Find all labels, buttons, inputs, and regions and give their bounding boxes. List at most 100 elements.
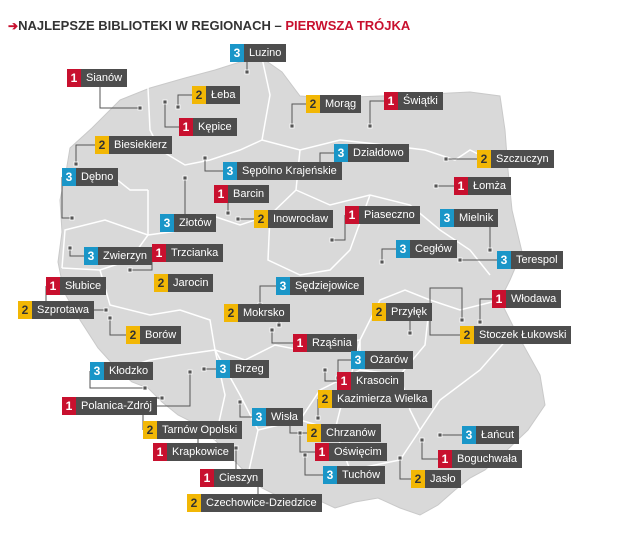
place-label-kępice: 1 Kępice <box>179 118 237 136</box>
place-name: Brzeg <box>230 360 269 378</box>
place-label-chrzanów: 2 Chrzanów <box>307 424 381 442</box>
place-label-cieszyn: 1 Cieszyn <box>200 469 264 487</box>
rank-badge: 3 <box>216 360 230 378</box>
location-dot-wisła <box>237 399 243 405</box>
place-name: Polanica-Zdrój <box>76 397 157 415</box>
location-dot-oświęcim <box>297 430 303 436</box>
place-name: Włodawa <box>506 290 562 308</box>
place-label-krasocin: 1 Krasocin <box>337 372 404 390</box>
place-label-jasło: 2 Jasło <box>411 470 461 488</box>
place-name: Stoczek Łukowski <box>474 326 572 344</box>
location-dot-luzino <box>244 69 250 75</box>
place-name: Łeba <box>206 86 241 104</box>
leader-line-wisła <box>239 402 252 418</box>
rank-badge: 1 <box>384 92 398 110</box>
location-dot-złotów <box>182 175 188 181</box>
rank-badge: 3 <box>223 162 237 180</box>
rank-badge: 2 <box>477 150 491 168</box>
rank-badge: 2 <box>306 95 320 113</box>
place-name: Borów <box>140 326 182 344</box>
place-name: Inowrocław <box>268 210 334 228</box>
rank-badge: 3 <box>497 251 511 269</box>
rank-badge: 2 <box>126 326 140 344</box>
location-dot-łomża <box>433 183 439 189</box>
leader-line-polanica-zdrój <box>154 372 191 407</box>
place-label-polanica-zdrój: 1 Polanica-Zdrój <box>62 397 157 415</box>
place-label-szczuczyn: 2 Szczuczyn <box>477 150 554 168</box>
rank-badge: 1 <box>454 177 468 195</box>
rank-badge: 3 <box>230 44 244 62</box>
place-label-jarocin: 2 Jarocin <box>154 274 214 292</box>
rank-badge: 1 <box>345 206 359 224</box>
place-label-morąg: 2 Morąg <box>306 95 362 113</box>
leader-line-dębno <box>61 177 72 219</box>
rank-badge: 3 <box>252 408 266 426</box>
location-dot-zwierzyn <box>67 245 73 251</box>
place-label-świątki: 1 Świątki <box>384 92 443 110</box>
location-dot-polanica-zdrój <box>187 369 193 375</box>
place-label-stoczek-łukowski: 2 Stoczek Łukowski <box>460 326 572 344</box>
place-name: Biesiekierz <box>109 136 173 154</box>
location-dot-mokrsko <box>276 322 282 328</box>
location-dot-szprotawa <box>103 307 109 313</box>
location-dot-jasło <box>397 455 403 461</box>
leader-line-stoczek-łukowski <box>429 287 463 336</box>
place-label-terespol: 3 Terespol <box>497 251 563 269</box>
place-label-borów: 2 Borów <box>126 326 182 344</box>
rank-badge: 1 <box>152 244 166 262</box>
place-label-sędziejowice: 3 Sędziejowice <box>276 277 365 295</box>
rank-badge: 1 <box>46 277 60 295</box>
map-title: ➔NAJLEPSZE BIBLIOTEKI W REGIONACH – PIER… <box>8 18 410 33</box>
place-label-wisła: 3 Wisła <box>252 408 303 426</box>
rank-badge: 2 <box>143 421 157 439</box>
title-separator: – <box>270 18 286 33</box>
place-name: Sianów <box>81 69 128 87</box>
location-dot-włodawa <box>477 319 483 325</box>
rank-badge: 3 <box>396 240 410 258</box>
location-dot-szczuczyn <box>443 156 449 162</box>
place-name: Złotów <box>174 214 217 232</box>
rank-badge: 1 <box>492 290 506 308</box>
place-name: Kazimierza Wielka <box>332 390 433 408</box>
place-name: Szczuczyn <box>491 150 554 168</box>
leader-line-sianów <box>99 87 140 109</box>
place-name: Świątki <box>398 92 443 110</box>
rank-badge: 1 <box>153 443 167 461</box>
location-dot-przyłęk <box>407 330 413 336</box>
place-label-cegłów: 3 Cegłów <box>396 240 457 258</box>
place-label-piaseczno: 1 Piaseczno <box>345 206 420 224</box>
location-dot-kazimierza-wielka <box>315 415 321 421</box>
title-main: NAJLEPSZE BIBLIOTEKI W REGIONACH <box>18 18 271 33</box>
location-dot-krasocin <box>322 367 328 373</box>
place-name: Morąg <box>320 95 362 113</box>
location-dot-trzcianka <box>127 267 133 273</box>
leader-line-jasło <box>399 458 411 480</box>
place-label-rząśnia: 1 Rząśnia <box>293 334 357 352</box>
location-dot-inowrocław <box>235 216 241 222</box>
location-dot-kłodzko <box>142 385 148 391</box>
location-dot-barcin <box>225 210 231 216</box>
location-dot-świątki <box>367 123 373 129</box>
rank-badge: 3 <box>334 144 348 162</box>
leader-line-świątki <box>369 100 384 126</box>
place-label-brzeg: 3 Brzeg <box>216 360 269 378</box>
leader-line-tuchów <box>304 455 323 476</box>
place-name: Łańcut <box>476 426 520 444</box>
place-name: Tuchów <box>337 466 386 484</box>
leader-line-boguchwała <box>421 440 438 460</box>
place-label-mielnik: 3 Mielnik <box>440 209 499 227</box>
place-name: Mokrsko <box>238 304 290 322</box>
location-dot-biesiekierz <box>73 161 79 167</box>
place-name: Krasocin <box>351 372 404 390</box>
location-dot-rząśnia <box>269 327 275 333</box>
place-label-łeba: 2 Łeba <box>192 86 241 104</box>
place-name: Krapkowice <box>167 443 234 461</box>
place-name: Szprotawa <box>32 301 94 319</box>
place-name: Mielnik <box>454 209 499 227</box>
rank-badge: 1 <box>315 443 329 461</box>
place-label-słubice: 1 Słubice <box>46 277 107 295</box>
leader-line-biesiekierz <box>75 144 95 164</box>
rank-badge: 1 <box>438 450 452 468</box>
place-label-trzcianka: 1 Trzcianka <box>152 244 224 262</box>
